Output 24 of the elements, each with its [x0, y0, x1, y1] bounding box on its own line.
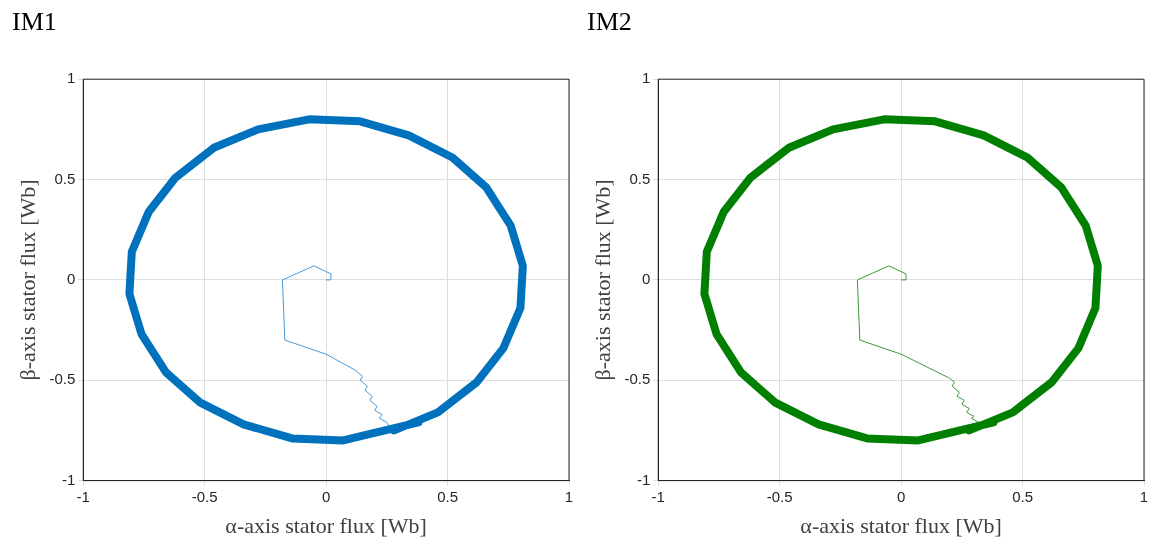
y-axis-title: β-axis stator flux [Wb] — [14, 179, 40, 381]
x-tick-label: 0.5 — [1012, 487, 1033, 505]
y-tick-label: 1 — [66, 69, 76, 87]
y-tick-label: 0.5 — [629, 169, 651, 187]
y-tick-label: -1 — [636, 470, 651, 488]
x-tick-label: 0 — [321, 487, 331, 505]
x-tick-label: 1 — [564, 487, 574, 505]
x-tick-label: 1 — [1139, 487, 1149, 505]
y-tick-label: -1 — [61, 470, 76, 488]
x-axis-title: α-axis stator flux [Wb] — [800, 512, 1002, 538]
y-axis-title: β-axis stator flux [Wb] — [589, 179, 615, 381]
y-tick-label: 0 — [66, 270, 76, 288]
x-tick-label: -0.5 — [191, 487, 218, 505]
x-tick-label: -0.5 — [766, 487, 793, 505]
x-tick-label: 0.5 — [437, 487, 458, 505]
y-tick-label: 0 — [641, 270, 651, 288]
y-tick-label: 1 — [641, 69, 651, 87]
x-tick-label: 0 — [896, 487, 906, 505]
y-tick-label: -0.5 — [624, 370, 651, 388]
chart-title: IM2 — [587, 7, 632, 37]
chart-title: IM1 — [12, 7, 57, 37]
y-tick-label: 0.5 — [54, 169, 76, 187]
x-axis-title: α-axis stator flux [Wb] — [225, 512, 427, 538]
y-tick-label: -0.5 — [49, 370, 76, 388]
